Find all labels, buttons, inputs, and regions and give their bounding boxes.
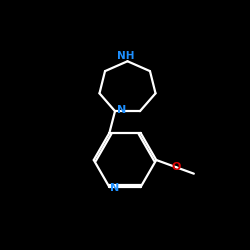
Text: NH: NH [118, 51, 135, 61]
Text: N: N [117, 105, 126, 115]
Text: O: O [172, 162, 181, 172]
Text: N: N [110, 183, 120, 193]
